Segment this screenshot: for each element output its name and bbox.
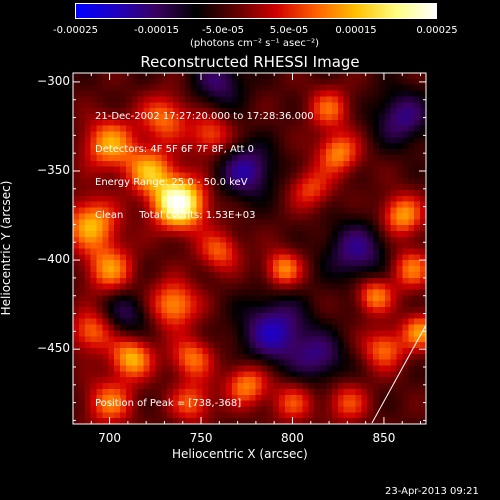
y-tick-label: −400	[37, 252, 70, 267]
peak-position-text: Position of Peak = [738,-368]	[95, 398, 242, 409]
colorbar-tick-label: -0.00025	[53, 25, 98, 36]
detectors-text: Detectors: 4F 5F 6F 7F 8F, Att 0	[95, 144, 255, 155]
x-tick-label: 850	[372, 431, 396, 445]
time-range-text: 21-Dec-2002 17:27:20.000 to 17:28:36.000	[95, 111, 314, 122]
x-tick-label: 800	[281, 431, 304, 445]
x-axis-label: Heliocentric X (arcsec)	[172, 447, 308, 461]
y-axis-label-text: Heliocentric Y (arcsec)	[0, 180, 13, 316]
energy-range-text: Energy Range: 25.0 - 50.0 keV	[95, 177, 248, 188]
x-tick-label: 750	[189, 431, 213, 445]
observation-info: 21-Dec-2002 17:27:20.000 to 17:28:36.000…	[95, 89, 314, 232]
tick-marks	[72, 73, 426, 424]
solar-limb-line	[371, 324, 427, 424]
clean-total-counts-text: Clean Total counts: 1.53E+03	[95, 210, 256, 221]
y-tick-label: −450	[37, 341, 70, 356]
colorbar-tick-label: -0.00015	[134, 25, 179, 36]
axis-box	[72, 72, 427, 425]
colorbar-tick-label: 0.00015	[335, 25, 377, 36]
y-tick-label: −350	[37, 162, 70, 177]
y-tick-label: −300	[37, 73, 70, 88]
plot-area	[73, 73, 426, 424]
heatmap-image	[73, 73, 426, 424]
colorbar-units-label: (photons cm⁻² s⁻¹ asec⁻²)	[190, 38, 320, 49]
colorbar	[75, 3, 437, 19]
chart-title: Reconstructed RHESSI Image	[140, 53, 360, 71]
axis-frame	[72, 72, 427, 425]
generation-timestamp: 23-Apr-2013 09:21	[385, 486, 479, 497]
x-tick-label: 700	[98, 431, 122, 445]
colorbar-tick-label: -5.0e-05	[202, 25, 244, 36]
colorbar-tick-label: 5.0e-05	[269, 25, 309, 36]
colorbar-tick-label: 0.00025	[416, 25, 458, 36]
